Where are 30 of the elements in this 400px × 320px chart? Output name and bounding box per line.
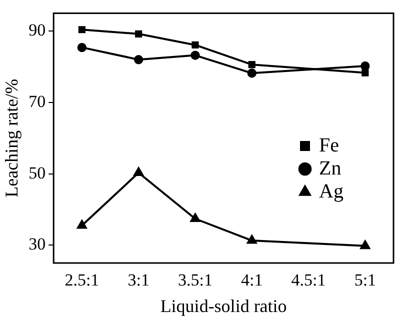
x-tick-label: 4:1 (241, 270, 263, 290)
point (246, 235, 257, 244)
x-axis-title: Liquid-solid ratio (160, 296, 287, 316)
y-axis-title: Leaching rate/% (2, 78, 22, 198)
point (77, 42, 87, 52)
point (360, 61, 370, 71)
y-tick-label: 50 (28, 163, 46, 182)
point (78, 26, 86, 34)
x-tick-label: 4.5:1 (291, 270, 326, 290)
point (192, 41, 199, 49)
legend-label: Ag (319, 180, 344, 202)
y-tick-label: 30 (28, 234, 46, 254)
x-tick-label: 2.5:1 (64, 270, 100, 290)
point (134, 167, 144, 176)
y-tick-label: 70 (28, 92, 46, 111)
point (134, 54, 144, 64)
point (190, 213, 200, 222)
x-tick-label: 3:1 (128, 270, 150, 290)
point (247, 68, 256, 78)
point (362, 69, 369, 76)
legend-label: Zn (319, 157, 342, 180)
point (135, 30, 142, 38)
x-tick-label: 5:1 (354, 270, 376, 290)
point (360, 240, 370, 250)
y-tick-label: 90 (28, 20, 46, 40)
legend-label: Fe (319, 134, 340, 156)
x-tick-label: 3.5:1 (178, 270, 212, 290)
point (190, 50, 200, 60)
point (248, 61, 256, 68)
point (77, 220, 87, 229)
